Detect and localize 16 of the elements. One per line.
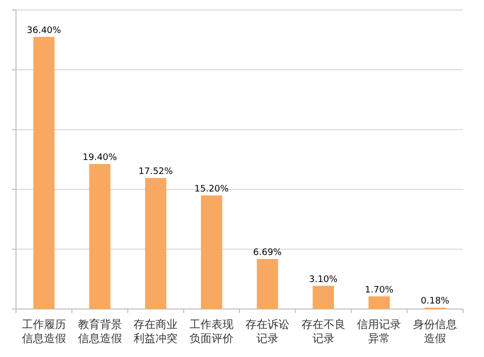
data-label: 36.40% [26, 26, 62, 36]
x-tick-label: 信用记录异常 [357, 318, 402, 345]
data-label: 17.52% [138, 167, 174, 178]
data-label: 3.10% [309, 274, 338, 285]
data-label: 6.69% [253, 248, 282, 258]
data-label: 19.40% [82, 152, 118, 163]
x-tick-label: 存在不良记录 [301, 318, 346, 345]
data-label: 15.20% [194, 184, 230, 194]
x-tick-label: 工作表现负面评价 [190, 318, 234, 345]
x-tick-label: 身份信息造假 [413, 318, 458, 345]
x-tick-label: 存在诉讼记录 [245, 318, 290, 345]
x-tick-label: 工作履历信息造假 [22, 318, 66, 345]
x-tick-label: 教育背景信息造假 [78, 318, 122, 345]
x-tick-label: 存在商业利益冲突 [134, 318, 178, 345]
data-label: 0.18% [420, 296, 450, 307]
data-label: 1.70% [364, 285, 394, 296]
